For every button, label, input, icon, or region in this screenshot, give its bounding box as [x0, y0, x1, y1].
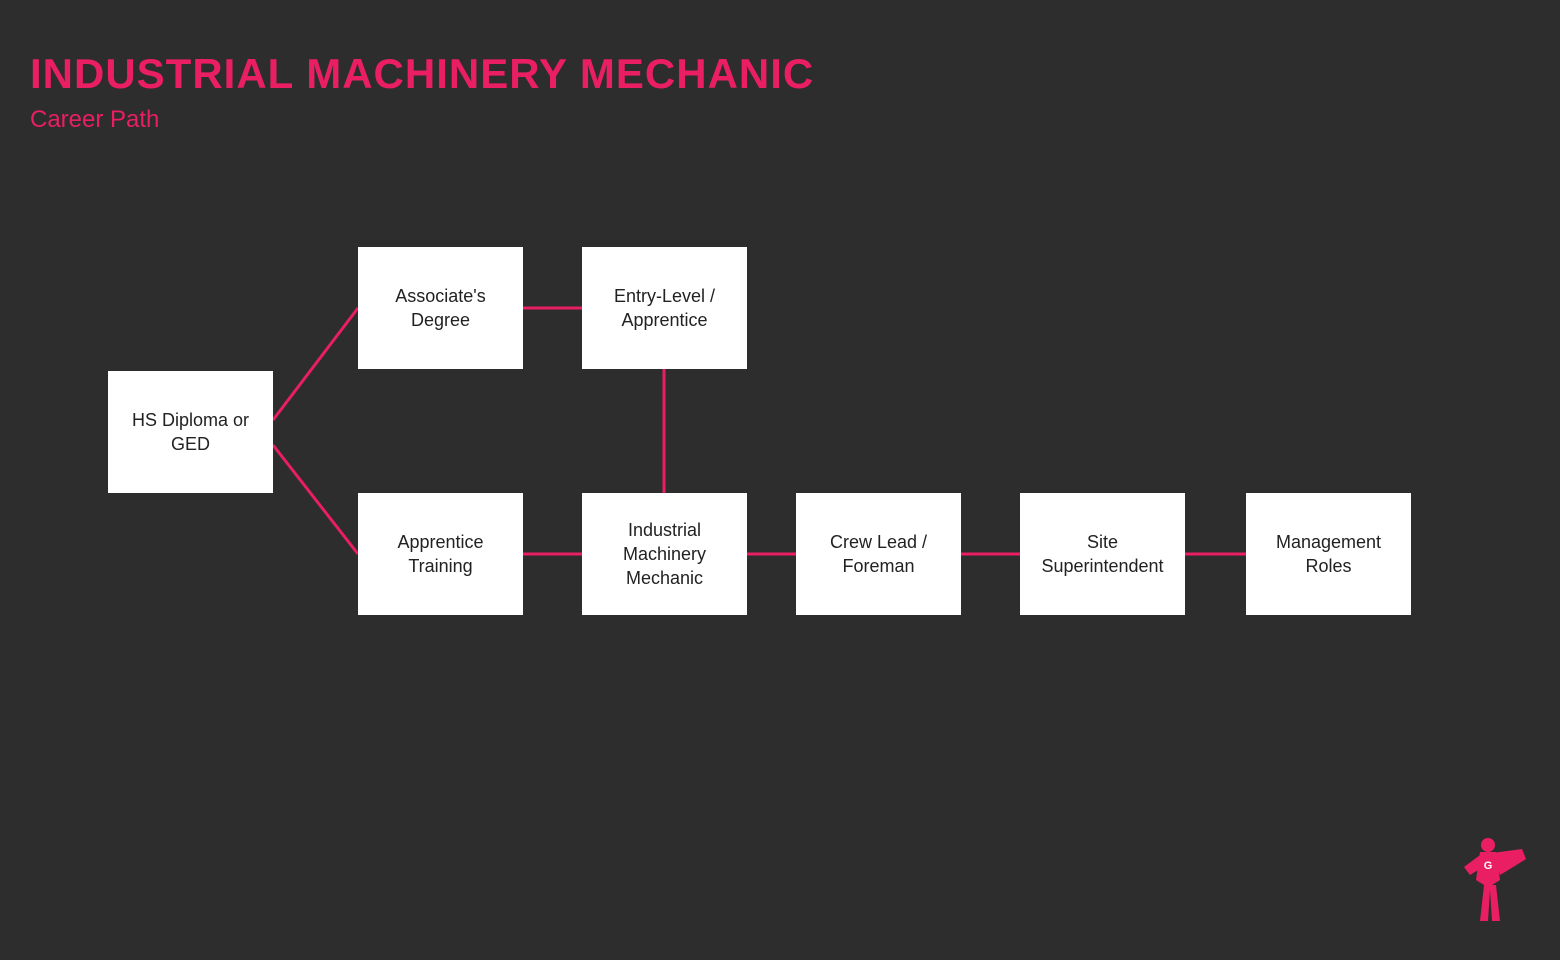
- logo-superhero-icon: G: [1450, 835, 1530, 930]
- logo-letter: G: [1484, 860, 1493, 872]
- node-entry: Entry-Level / Apprentice: [582, 247, 747, 369]
- node-site: Site Superintendent: [1020, 493, 1185, 615]
- node-apprentice: Apprentice Training: [358, 493, 523, 615]
- edge-hs-to-assoc: [273, 308, 358, 420]
- edge-hs-to-apprentice: [273, 445, 358, 554]
- node-mgmt: Management Roles: [1246, 493, 1411, 615]
- node-imm: Industrial Machinery Mechanic: [582, 493, 747, 615]
- node-hs: HS Diploma or GED: [108, 371, 273, 493]
- node-crew: Crew Lead / Foreman: [796, 493, 961, 615]
- node-assoc: Associate's Degree: [358, 247, 523, 369]
